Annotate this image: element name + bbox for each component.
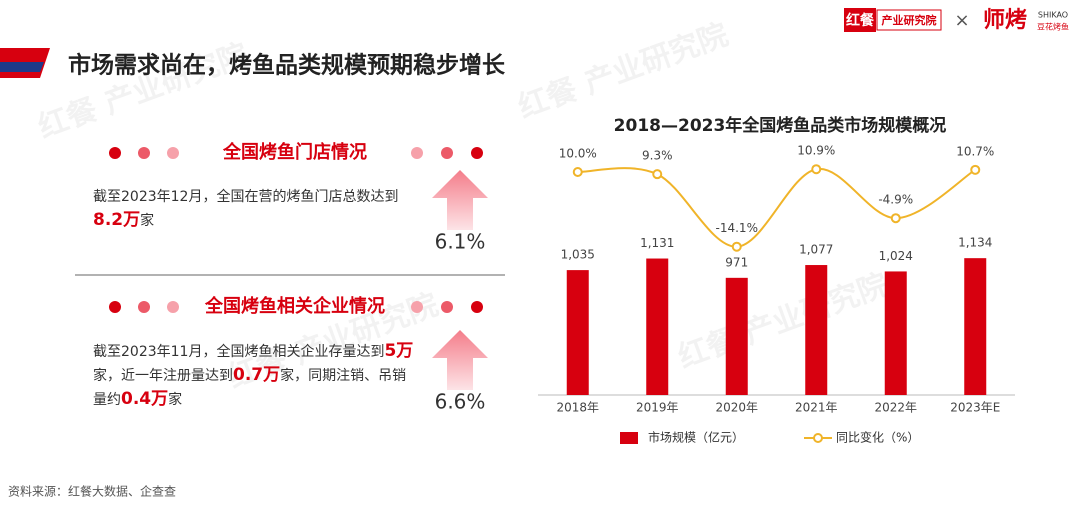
decor-dot [138, 147, 150, 159]
decor-dot [411, 301, 423, 313]
logo-cross: × [954, 10, 969, 31]
text-run: 家 [140, 213, 155, 229]
line-marker [572, 167, 583, 177]
text-run: 截至2023年12月，全国在营的烤鱼门店总数达到 [93, 189, 399, 205]
decor-dot [471, 301, 483, 313]
bar [964, 258, 987, 395]
line-marker [652, 169, 663, 180]
logo-right-sub: 豆花烤鱼 [1037, 22, 1069, 32]
line-value-label: 9.3% [642, 149, 673, 163]
bar-value-label: 1,131 [640, 236, 674, 250]
highlight: 0.4万 [121, 389, 169, 409]
chart-title: 2018—2023年全国烤鱼品类市场规模概况 [614, 115, 947, 136]
x-tick-label: 2020年 [715, 401, 758, 415]
bar [884, 271, 907, 395]
panel-text: 截至2023年11月，全国烤鱼相关企业存量达到5万家，近一年注册量达到0.7万家… [93, 340, 415, 412]
growth-value: 6.1% [435, 230, 486, 254]
source: 资料来源：红餐大数据、企查查 [8, 484, 176, 499]
logo-right-en: SHIKAO [1038, 11, 1068, 20]
header-title: 市场需求尚在，烤鱼品类规模预期稳步增长 [68, 52, 506, 79]
bar [805, 265, 828, 395]
legend-label: 市场规模（亿元） [648, 430, 744, 445]
decor-dot [167, 147, 179, 159]
line [577, 167, 976, 248]
growth-arrow [432, 170, 488, 230]
highlight: 0.7万 [233, 365, 281, 385]
logo-left-sub: 产业研究院 [882, 13, 937, 27]
line-marker [731, 241, 742, 252]
x-tick-label: 2018年 [556, 401, 599, 415]
x-tick-label: 2023年E [950, 401, 1000, 415]
bar-value-label: 971 [725, 255, 748, 269]
panel-title: 全国烤鱼相关企业情况 [204, 295, 385, 317]
logo-box [844, 8, 876, 32]
bar [725, 277, 748, 395]
text-run: 家，同期注销、吊销量约 [93, 368, 407, 408]
legend-swatch [813, 433, 823, 443]
growth-value: 6.6% [435, 390, 486, 414]
bar-value-label: 1,077 [799, 243, 833, 257]
line-value-label: -14.1% [716, 221, 758, 235]
line-marker [890, 213, 901, 224]
decor-dot [109, 147, 121, 159]
decor-dot [109, 301, 121, 313]
line-value-label: 10.9% [797, 144, 835, 158]
decor-dot [411, 147, 423, 159]
watermark: 红餐 产业研究院 [674, 267, 893, 375]
line-marker [811, 164, 822, 175]
line-value-label: 10.7% [956, 144, 994, 158]
panel-text: 截至2023年12月，全国在营的烤鱼门店总数达到 8.2万家 [93, 186, 405, 233]
highlight: 5万 [384, 341, 414, 361]
header-stripe [0, 62, 44, 72]
legend-swatch [620, 432, 638, 444]
x-tick-label: 2022年 [874, 401, 917, 415]
logo-box [876, 9, 942, 31]
highlight: 8.2万 [93, 210, 141, 230]
watermark: 红餐 产业研究院 [514, 17, 733, 125]
logo-right: 师烤 [983, 7, 1027, 33]
logo-left: 红餐 [846, 12, 875, 29]
bar [646, 258, 669, 395]
decor-dot [471, 147, 483, 159]
line-marker [970, 164, 981, 175]
text-run: 家 [168, 392, 183, 408]
bar-value-label: 1,035 [561, 248, 595, 262]
x-tick-label: 2019年 [636, 401, 679, 415]
panel-title: 全国烤鱼门店情况 [222, 141, 367, 163]
decor-dot [441, 301, 453, 313]
decor-dot [138, 301, 150, 313]
bar [566, 270, 589, 395]
bar-value-label: 1,134 [958, 236, 992, 250]
decor-dot [167, 301, 179, 313]
decor-dot [441, 147, 453, 159]
legend-label: 同比变化（%） [836, 430, 919, 445]
text-run: 家，近一年注册量达到 [93, 368, 233, 384]
growth-arrow [432, 330, 488, 390]
line-value-label: 10.0% [559, 147, 597, 161]
line-value-label: -4.9% [878, 193, 913, 207]
bar-value-label: 1,024 [879, 249, 913, 263]
text-run: 截至2023年11月，全国烤鱼相关企业存量达到 [93, 344, 385, 360]
x-tick-label: 2021年 [795, 401, 838, 415]
